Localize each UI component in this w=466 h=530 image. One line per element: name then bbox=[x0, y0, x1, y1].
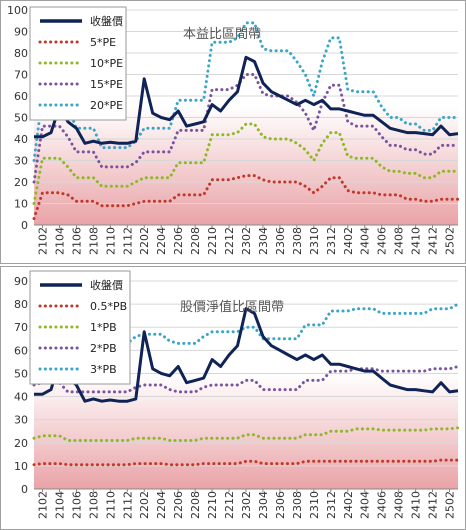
legend-label: 3*PB bbox=[90, 363, 117, 376]
series-line-20*PE bbox=[32, 21, 460, 162]
x-tick-label: 2406 bbox=[376, 491, 389, 519]
x-tick-label: 2202 bbox=[138, 491, 151, 519]
y-tick-label: 60 bbox=[14, 90, 28, 103]
x-tick-label: 2312 bbox=[325, 491, 338, 519]
x-tick-label: 2412 bbox=[427, 227, 440, 255]
y-tick-label: 20 bbox=[14, 437, 28, 450]
x-tick-label: 2306 bbox=[274, 491, 287, 519]
y-tick-label: 10 bbox=[14, 460, 28, 473]
x-tick-label: 2208 bbox=[189, 227, 202, 255]
x-tick-label: 2408 bbox=[393, 227, 406, 255]
y-tick-label: 50 bbox=[14, 367, 28, 380]
x-tick-label: 2404 bbox=[359, 227, 372, 255]
legend-label: 20*PE bbox=[90, 99, 123, 112]
x-tick-label: 2210 bbox=[206, 227, 219, 255]
legend-label: 1*PB bbox=[90, 321, 117, 334]
x-tick-label: 2312 bbox=[325, 227, 338, 255]
y-tick-label: 10 bbox=[14, 198, 28, 211]
series-line-15*PE bbox=[32, 73, 460, 184]
x-tick-label: 2302 bbox=[240, 491, 253, 519]
x-tick-label: 2212 bbox=[223, 227, 236, 255]
x-tick-label: 2210 bbox=[206, 491, 219, 519]
x-tick-label: 2402 bbox=[342, 491, 355, 519]
y-tick-label: 30 bbox=[14, 155, 28, 168]
y-tick-label: 40 bbox=[14, 133, 28, 146]
x-tick-label: 2402 bbox=[342, 227, 355, 255]
series-line-收盤價 bbox=[34, 307, 459, 403]
legend-label: 0.5*PB bbox=[90, 300, 127, 313]
x-tick-label: 2102 bbox=[36, 491, 49, 519]
x-tick-label: 2208 bbox=[189, 491, 202, 519]
x-tick-label: 2108 bbox=[87, 227, 100, 255]
y-tick-label: 80 bbox=[14, 47, 28, 60]
x-tick-label: 2502 bbox=[444, 227, 457, 255]
chart-title: 股價淨值比區間帶 bbox=[180, 299, 284, 315]
y-tick-label: 100 bbox=[7, 4, 28, 17]
legend-label: 2*PB bbox=[90, 342, 117, 355]
y-tick-label: 20 bbox=[14, 176, 28, 189]
y-tick-label: 0 bbox=[21, 483, 28, 496]
x-tick-label: 2404 bbox=[359, 491, 372, 519]
y-tick-label: 40 bbox=[14, 391, 28, 404]
x-tick-label: 2204 bbox=[155, 227, 168, 255]
series-line-0.5*PB bbox=[32, 458, 460, 467]
x-tick-label: 2502 bbox=[444, 491, 457, 519]
x-tick-label: 2304 bbox=[257, 227, 270, 255]
x-tick-label: 2302 bbox=[240, 227, 253, 255]
pb-band-chart-panel: 0 10 20 30 40 50 60 70 80 90 2102 2104 2106 2108 2110 2… bbox=[0, 266, 466, 530]
y-tick-label: 50 bbox=[14, 112, 28, 125]
y-tick-label: 70 bbox=[14, 69, 28, 82]
x-tick-label: 2108 bbox=[87, 491, 100, 519]
y-tick-label: 70 bbox=[14, 321, 28, 334]
y-tick-label: 90 bbox=[14, 26, 28, 39]
y-tick-label: 0 bbox=[21, 219, 28, 232]
x-tick-label: 2112 bbox=[121, 227, 134, 255]
x-tick-label: 2102 bbox=[36, 227, 49, 255]
legend-label: 收盤價 bbox=[90, 14, 123, 28]
y-tick-label: 30 bbox=[14, 414, 28, 427]
x-tick-label: 2410 bbox=[410, 227, 423, 255]
x-tick-label: 2204 bbox=[155, 491, 168, 519]
series-line-收盤價 bbox=[34, 55, 459, 145]
legend-label: 15*PE bbox=[90, 78, 123, 91]
x-tick-label: 2410 bbox=[410, 491, 423, 519]
x-tick-label: 2110 bbox=[104, 227, 117, 255]
x-tick-label: 2104 bbox=[53, 227, 66, 255]
x-tick-label: 2206 bbox=[172, 227, 185, 255]
y-tick-label: 80 bbox=[14, 298, 28, 311]
x-tick-label: 2106 bbox=[70, 491, 83, 519]
series-line-1*PB bbox=[32, 426, 460, 442]
x-tick-label: 2202 bbox=[138, 227, 151, 255]
x-tick-label: 2112 bbox=[121, 491, 134, 519]
x-tick-label: 2212 bbox=[223, 491, 236, 519]
x-tick-label: 2306 bbox=[274, 227, 287, 255]
x-tick-label: 2104 bbox=[53, 491, 66, 519]
x-tick-label: 2310 bbox=[308, 227, 321, 255]
pe-band-chart-panel: 0 10 20 30 40 50 60 70 80 90 100 2102 2104 2106 2108 21… bbox=[0, 0, 466, 264]
legend-label: 10*PE bbox=[90, 57, 123, 70]
x-tick-label: 2106 bbox=[70, 227, 83, 255]
x-tick-label: 2406 bbox=[376, 227, 389, 255]
series-line-2*PB bbox=[32, 365, 460, 394]
x-tick-label: 2310 bbox=[308, 491, 321, 519]
chart-title: 本益比區間帶 bbox=[183, 27, 261, 42]
pe-band-chart: 0 10 20 30 40 50 60 70 80 90 100 2102 2104 2106 2108 21… bbox=[0, 0, 466, 264]
x-tick-label: 2308 bbox=[291, 491, 304, 519]
x-tick-label: 2110 bbox=[104, 491, 117, 519]
pb-band-chart: 0 10 20 30 40 50 60 70 80 90 2102 2104 2106 2108 2110 2… bbox=[0, 266, 466, 530]
x-tick-label: 2206 bbox=[172, 491, 185, 519]
y-tick-label: 90 bbox=[14, 275, 28, 288]
legend-label: 收盤價 bbox=[90, 278, 123, 292]
x-tick-label: 2408 bbox=[393, 491, 406, 519]
x-tick-label: 2304 bbox=[257, 491, 270, 519]
x-tick-label: 2412 bbox=[427, 491, 440, 519]
series-line-10*PE bbox=[32, 122, 460, 205]
y-tick-label: 60 bbox=[14, 344, 28, 357]
x-tick-label: 2308 bbox=[291, 227, 304, 255]
legend-label: 5*PE bbox=[90, 36, 116, 49]
